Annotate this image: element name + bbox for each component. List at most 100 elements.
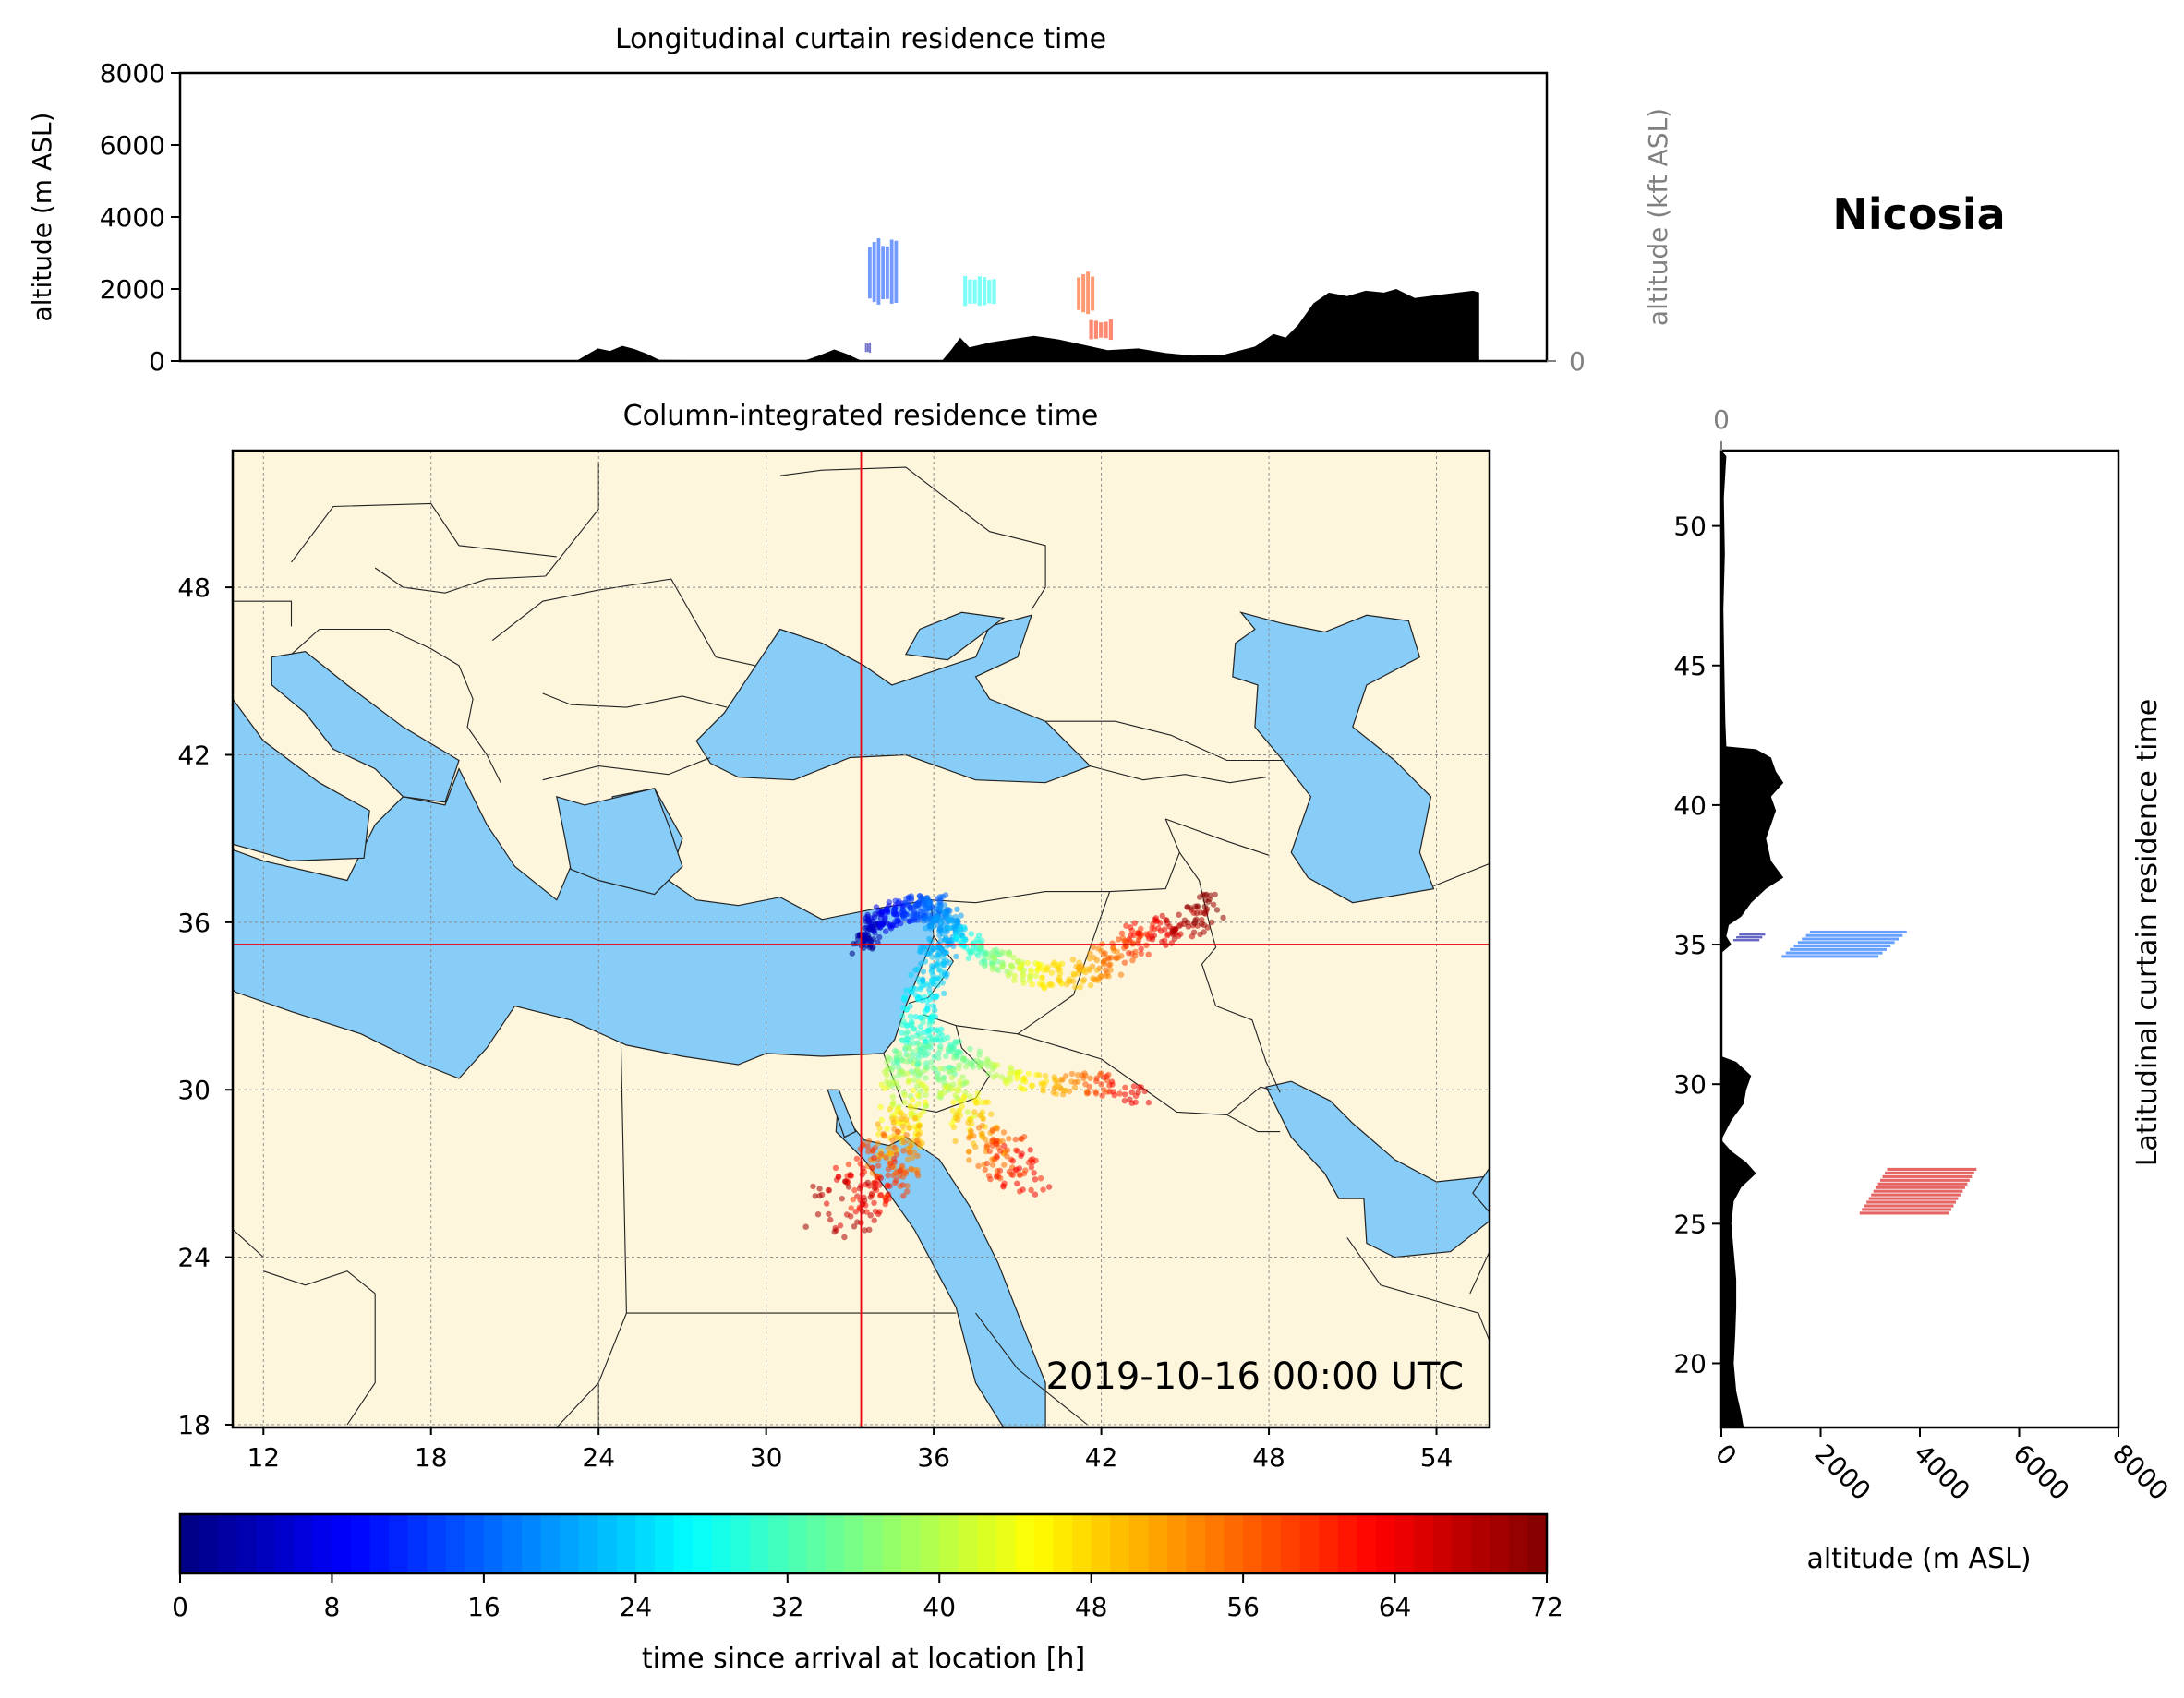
colorbar-segment — [1490, 1514, 1510, 1573]
trajectory-southeast-point — [1017, 1068, 1023, 1075]
trajectory-plume-point — [914, 1138, 921, 1144]
colorbar-segment — [1205, 1514, 1225, 1573]
trajectory-plume-point — [864, 1162, 871, 1170]
trajectory-southeast2-point — [955, 1116, 961, 1123]
trajectory-southeast2-point — [928, 1059, 935, 1066]
trajectory-southeast2-point — [1020, 1186, 1026, 1193]
top-residence-cell — [876, 238, 881, 305]
trajectory-east-point — [946, 924, 953, 931]
trajectory-plume-point — [871, 1180, 877, 1186]
colorbar-segment — [1394, 1514, 1415, 1573]
trajectory-east-point — [1161, 926, 1168, 933]
trajectory-southeast-point — [1122, 1091, 1128, 1098]
trajectory-southeast2-point — [966, 1135, 972, 1141]
trajectory-east-point — [1087, 950, 1093, 957]
trajectory-plume-point — [911, 1104, 918, 1111]
trajectory-plume-point — [927, 990, 934, 997]
trajectory-plume-point — [891, 1079, 898, 1087]
colorbar-segment — [787, 1514, 808, 1573]
map-axes-frame — [231, 449, 1491, 1429]
sea-of-azov — [904, 611, 1006, 661]
trajectory-southeast2-point — [1040, 1186, 1046, 1193]
trajectory-plume-point — [882, 913, 888, 920]
colorbar-segment — [1186, 1514, 1206, 1573]
trajectory-east-point — [1093, 957, 1101, 964]
trajectory-southeast2-point — [1045, 1184, 1053, 1190]
trajectory-plume-point — [911, 1040, 917, 1047]
trajectory-plume-point — [887, 1106, 893, 1113]
trajectory-southeast2-point — [951, 1054, 958, 1061]
colorbar-tick-label: 16 — [467, 1592, 501, 1622]
trajectory-plume-point — [883, 1197, 889, 1204]
trajectory-southeast-point — [1116, 1090, 1123, 1097]
trajectory-plume-point — [914, 1092, 922, 1099]
trajectory-plume-point — [896, 1064, 902, 1071]
right-residence-cell — [1862, 1208, 1951, 1211]
trajectory-southeast2-point — [974, 1090, 981, 1097]
trajectory-southeast-point — [1109, 1081, 1116, 1088]
trajectory-east-point — [1077, 983, 1084, 991]
trajectory-plume-point — [899, 1115, 905, 1123]
trajectory-plume-point — [870, 944, 876, 951]
colorbar-segment — [218, 1514, 238, 1573]
trajectory-plume-point — [863, 937, 869, 944]
colorbar-tick-label: 64 — [1379, 1592, 1412, 1622]
colorbar-label: time since arrival at location [h] — [642, 1643, 1085, 1675]
trajectory-east-point — [1201, 921, 1208, 929]
trajectory-plume-point — [904, 1070, 911, 1077]
trajectory-plume-point — [908, 971, 914, 979]
top-residence-cell — [1108, 319, 1113, 341]
top-residence-cell — [872, 242, 876, 303]
trajectory-plume-point — [913, 911, 921, 918]
trajectory-southeast2-point — [957, 1098, 964, 1105]
trajectory-east-point — [1020, 972, 1027, 980]
colorbar-segment — [1110, 1514, 1130, 1573]
longitudinal-curtain-panel: Longitudinal curtain residence time 0 200… — [27, 23, 1673, 377]
trajectory-plume-point — [850, 1196, 856, 1203]
colorbar-segment — [1470, 1514, 1491, 1573]
trajectory-east-point — [1138, 925, 1144, 933]
map-x-tick-label: 54 — [1420, 1442, 1454, 1473]
trajectory-southeast2-point — [938, 1090, 945, 1098]
trajectory-plume-point — [916, 979, 923, 986]
trajectory-southeast2-point — [968, 1128, 974, 1135]
map-x-tick-label: 18 — [415, 1442, 448, 1473]
top-y2-axis-label: altitude (kft ASL) — [1643, 108, 1673, 326]
right-residence-cell — [1868, 1197, 1959, 1200]
right-y-tick-label: 40 — [1673, 790, 1707, 821]
colorbar-segment — [616, 1514, 637, 1573]
trajectory-plume-point — [834, 1176, 840, 1183]
trajectory-southeast2-point — [1031, 1170, 1037, 1176]
trajectory-east-point — [955, 935, 962, 942]
colorbar-tick-label: 8 — [324, 1592, 341, 1622]
trajectory-plume-point — [942, 936, 948, 943]
trajectory-plume-point — [897, 1168, 903, 1174]
colorbar-segment — [1281, 1514, 1301, 1573]
trajectory-east-point — [1087, 981, 1094, 989]
trajectory-east-point — [1055, 966, 1061, 973]
trajectory-southeast2-point — [944, 1034, 951, 1041]
top-residence-blobs — [864, 238, 1113, 354]
trajectory-plume-point — [958, 912, 964, 919]
trajectory-east-point — [1145, 951, 1152, 958]
colorbar-segment — [1299, 1514, 1321, 1573]
trajectory-southeast-point — [1025, 1070, 1032, 1078]
trajectory-east-point — [1126, 950, 1132, 957]
right-x-ticks: 0 2000 4000 6000 8000 — [1709, 1427, 2175, 1506]
top-y2-ticks: 050100 — [1547, 346, 1586, 377]
trajectory-southeast-point — [1079, 1072, 1085, 1078]
right-y-tick-label: 45 — [1673, 651, 1707, 681]
trajectory-plume-point — [903, 896, 910, 902]
trajectory-southeast2-point — [986, 1148, 994, 1155]
trajectory-southeast-point — [993, 1072, 1000, 1078]
trajectory-southeast2-point — [960, 1055, 967, 1063]
trajectory-east-point — [1210, 901, 1217, 908]
trajectory-plume-point — [876, 933, 883, 941]
trajectory-southeast2-point — [949, 1107, 957, 1114]
map-y-ticks: 18 24 30 36 42 48 — [177, 572, 233, 1440]
trajectory-plume-point — [899, 1123, 906, 1130]
trajectory-east-point — [1105, 962, 1113, 969]
trajectory-east-point — [1072, 984, 1079, 991]
right-residence-cell — [1809, 930, 1907, 933]
